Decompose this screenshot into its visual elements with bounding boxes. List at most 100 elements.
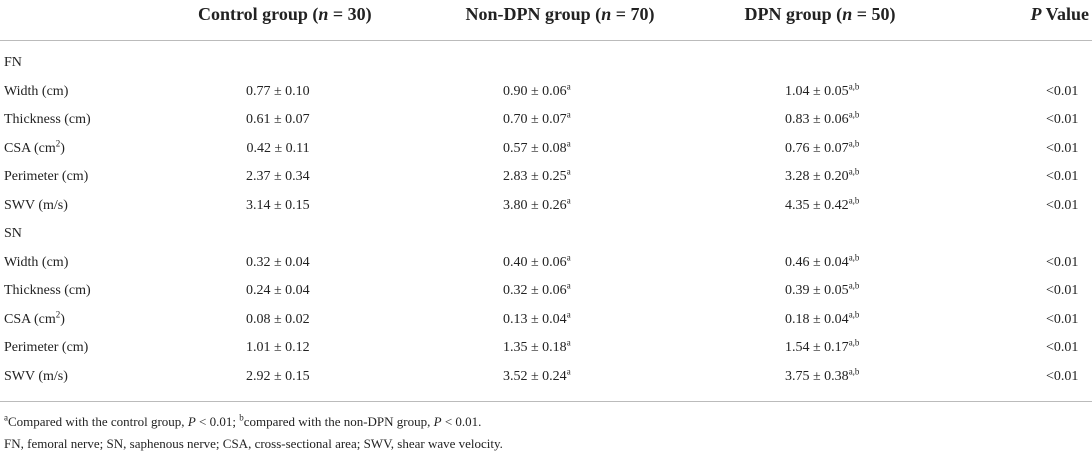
italic: P (187, 414, 196, 429)
table-cell: 0.90 ± 0.06a (503, 80, 571, 102)
text: 0.32 ± 0.04 (246, 254, 310, 270)
table-cell: <0.01 (1046, 253, 1078, 273)
row-label: CSA (cm2) (4, 137, 65, 159)
superscript: b (239, 412, 244, 423)
table-cell: 0.76 ± 0.07a,b (785, 137, 860, 159)
table-cell: 0.24 ± 0.04 (246, 281, 310, 301)
row-label: Width (cm) (4, 82, 68, 102)
text: 0.08 ± 0.02 (246, 311, 310, 327)
text: 0.76 ± 0.07 (785, 140, 849, 156)
text: 0.77 ± 0.10 (246, 83, 310, 99)
text: ) (60, 140, 65, 156)
section-label: FN (4, 55, 22, 70)
text: compared with the non-DPN group, (243, 414, 434, 429)
text: 0.13 ± 0.04 (503, 311, 567, 327)
row-label: SWV (m/s) (4, 367, 68, 387)
text: Thickness (cm) (4, 112, 91, 127)
table-cell: <0.01 (1046, 139, 1078, 159)
text: <0.01 (1046, 140, 1079, 156)
text: Perimeter (cm) (4, 340, 89, 355)
row-label: Width (cm) (4, 253, 68, 273)
superscript: 2 (55, 308, 61, 319)
text: 1.01 ± 0.12 (246, 340, 310, 355)
superscript: a (566, 280, 571, 291)
table-cell: 1.04 ± 0.05a,b (785, 81, 859, 102)
superscript: a (566, 194, 571, 205)
table-cell: 3.80 ± 0.26a (503, 194, 571, 216)
text: Perimeter (cm) (4, 169, 89, 184)
text: SWV (m/s) (4, 197, 68, 213)
text: 3.14 ± 0.15 (246, 197, 310, 213)
text: FN, femoral nerve; SN, saphenous nerve; … (4, 436, 503, 451)
text: 0.90 ± 0.06 (503, 83, 567, 99)
text: 3.80 ± 0.26 (503, 197, 567, 213)
text: Width (cm) (4, 83, 69, 99)
table-cell: 0.46 ± 0.04a,b (785, 252, 859, 273)
text: 4.35 ± 0.42 (785, 197, 849, 213)
footnote: FN, femoral nerve; SN, saphenous nerve; … (4, 434, 503, 454)
italic: P (433, 414, 442, 429)
text: 0.40 ± 0.06 (503, 254, 567, 270)
text: <0.01 (1046, 283, 1079, 298)
text: ) (60, 311, 65, 327)
text: <0.01 (1046, 311, 1079, 327)
italic: n (318, 4, 329, 24)
column-header: P Value (1031, 2, 1090, 26)
superscript: a,b (848, 308, 860, 319)
text: <0.01 (1046, 83, 1079, 99)
text: Thickness (cm) (4, 283, 91, 298)
superscript: a,b (848, 109, 860, 120)
superscript: 2 (55, 137, 61, 148)
table-cell: 0.40 ± 0.06a (503, 251, 571, 273)
text: CSA (cm (4, 140, 56, 156)
table-cell: 0.32 ± 0.04 (246, 253, 310, 273)
table-cell: 4.35 ± 0.42a,b (785, 194, 860, 216)
table-cell: 0.77 ± 0.10 (246, 82, 310, 102)
table-cell: <0.01 (1046, 82, 1078, 102)
text: 3.52 ± 0.24 (503, 368, 567, 384)
text: SWV (m/s) (4, 368, 68, 384)
table-cell: <0.01 (1046, 196, 1078, 216)
text: 0.32 ± 0.06 (503, 283, 567, 298)
superscript: a (566, 166, 571, 177)
footnote: aCompared with the control group, P < 0.… (4, 412, 481, 432)
bottom-rule (0, 401, 1092, 402)
table-cell: 0.39 ± 0.05a,b (785, 281, 859, 301)
text: <0.01 (1046, 368, 1079, 384)
superscript: a (566, 137, 571, 148)
table-cell: 0.57 ± 0.08a (503, 137, 571, 159)
table-cell: <0.01 (1046, 338, 1078, 358)
column-header: DPN group (n = 50) (745, 2, 896, 26)
row-label: Perimeter (cm) (4, 338, 88, 358)
table-cell: 1.01 ± 0.12 (246, 338, 310, 358)
superscript: a (566, 251, 571, 262)
text: 2.37 ± 0.34 (246, 169, 310, 184)
superscript: a (566, 365, 571, 376)
table-cell: 3.75 ± 0.38a,b (785, 366, 859, 387)
text: Control group ( (198, 4, 319, 24)
superscript: a,b (848, 194, 860, 205)
text: = 70) (611, 4, 655, 24)
text: 0.61 ± 0.07 (246, 112, 310, 127)
text: 3.28 ± 0.20 (785, 169, 849, 184)
row-label: Perimeter (cm) (4, 167, 88, 187)
text: 0.46 ± 0.04 (785, 254, 849, 270)
text: Compared with the control group, (8, 414, 188, 429)
text: Non-DPN group ( (465, 4, 602, 24)
italic: P (1030, 4, 1042, 24)
table-cell: 0.32 ± 0.06a (503, 281, 571, 301)
superscript: a,b (848, 166, 860, 177)
text: Width (cm) (4, 254, 69, 270)
text: = 50) (852, 4, 896, 24)
table-cell: 1.35 ± 0.18a (503, 338, 571, 358)
text: 2.92 ± 0.15 (246, 368, 310, 384)
text: <0.01 (1046, 169, 1079, 184)
table-cell: 3.28 ± 0.20a,b (785, 167, 859, 187)
superscript: a,b (848, 137, 860, 148)
text: DPN group ( (744, 4, 843, 24)
column-header: Non-DPN group (n = 70) (466, 2, 655, 26)
header-rule (0, 40, 1092, 41)
row-label: SWV (m/s) (4, 196, 68, 216)
superscript: a (566, 80, 571, 91)
